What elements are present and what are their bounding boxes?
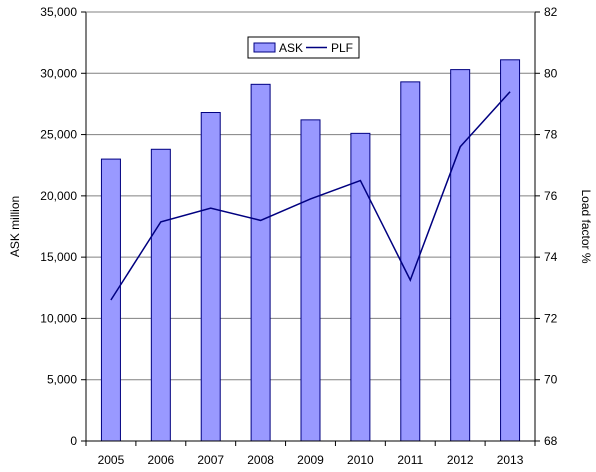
ask-bar: [350, 132, 371, 442]
left-tick-label: 5,000: [47, 373, 77, 387]
x-tick-label: 2007: [197, 453, 224, 467]
left-tick-label: 20,000: [40, 189, 77, 203]
left-tick-label: 25,000: [40, 128, 77, 142]
x-tick-label: 2008: [247, 453, 274, 467]
ask-bar: [150, 148, 171, 442]
right-tick-label: 76: [544, 189, 558, 203]
left-tick-label: 35,000: [40, 5, 77, 19]
right-tick-label: 72: [544, 311, 558, 325]
left-tick-label: 15,000: [40, 250, 77, 264]
ask-bar: [200, 112, 221, 442]
ask-bar: [300, 119, 321, 442]
right-tick-label: 74: [544, 250, 558, 264]
right-axis-title: Load factor %: [579, 189, 593, 263]
legend: ASK PLF: [247, 36, 360, 59]
right-tick-label: 78: [544, 128, 558, 142]
right-tick-label: 68: [544, 434, 558, 448]
left-tick-label: 0: [70, 434, 77, 448]
axes: [85, 11, 536, 442]
right-axis-ticks: 68 70 72 74 76 78 80 82: [535, 5, 558, 448]
plf-series-line: [110, 91, 511, 301]
right-tick-label: 82: [544, 5, 558, 19]
ask-bar: [250, 83, 271, 442]
left-tick-label: 30,000: [40, 66, 77, 80]
left-axis-ticks: 0 5,000 10,000 15,000 20,000 25,000 30,000 35,0…: [40, 5, 86, 448]
ask-bars: [100, 59, 521, 442]
plf-line: [110, 91, 511, 301]
x-axis-ticks: 2005 2006 2007 2008 2009 2010 2011 2012 2013: [85, 441, 536, 467]
right-tick-label: 70: [544, 373, 558, 387]
x-tick-label: 2005: [98, 453, 125, 467]
x-tick-label: 2009: [297, 453, 324, 467]
x-tick-label: 2010: [347, 453, 374, 467]
x-tick-label: 2006: [147, 453, 174, 467]
x-tick-label: 2012: [447, 453, 474, 467]
legend-box: [247, 36, 360, 59]
legend-ask-swatch: [253, 42, 276, 53]
ask-bar: [500, 59, 521, 442]
left-axis-title: ASK million: [8, 196, 22, 257]
legend-ask-label: ASK: [279, 41, 303, 55]
x-tick-label: 2011: [397, 453, 423, 467]
ask-bar: [450, 69, 471, 442]
x-tick-label: 2013: [497, 453, 524, 467]
legend-plf-label: PLF: [331, 41, 353, 55]
right-tick-label: 80: [544, 66, 558, 80]
left-tick-label: 10,000: [40, 311, 77, 325]
